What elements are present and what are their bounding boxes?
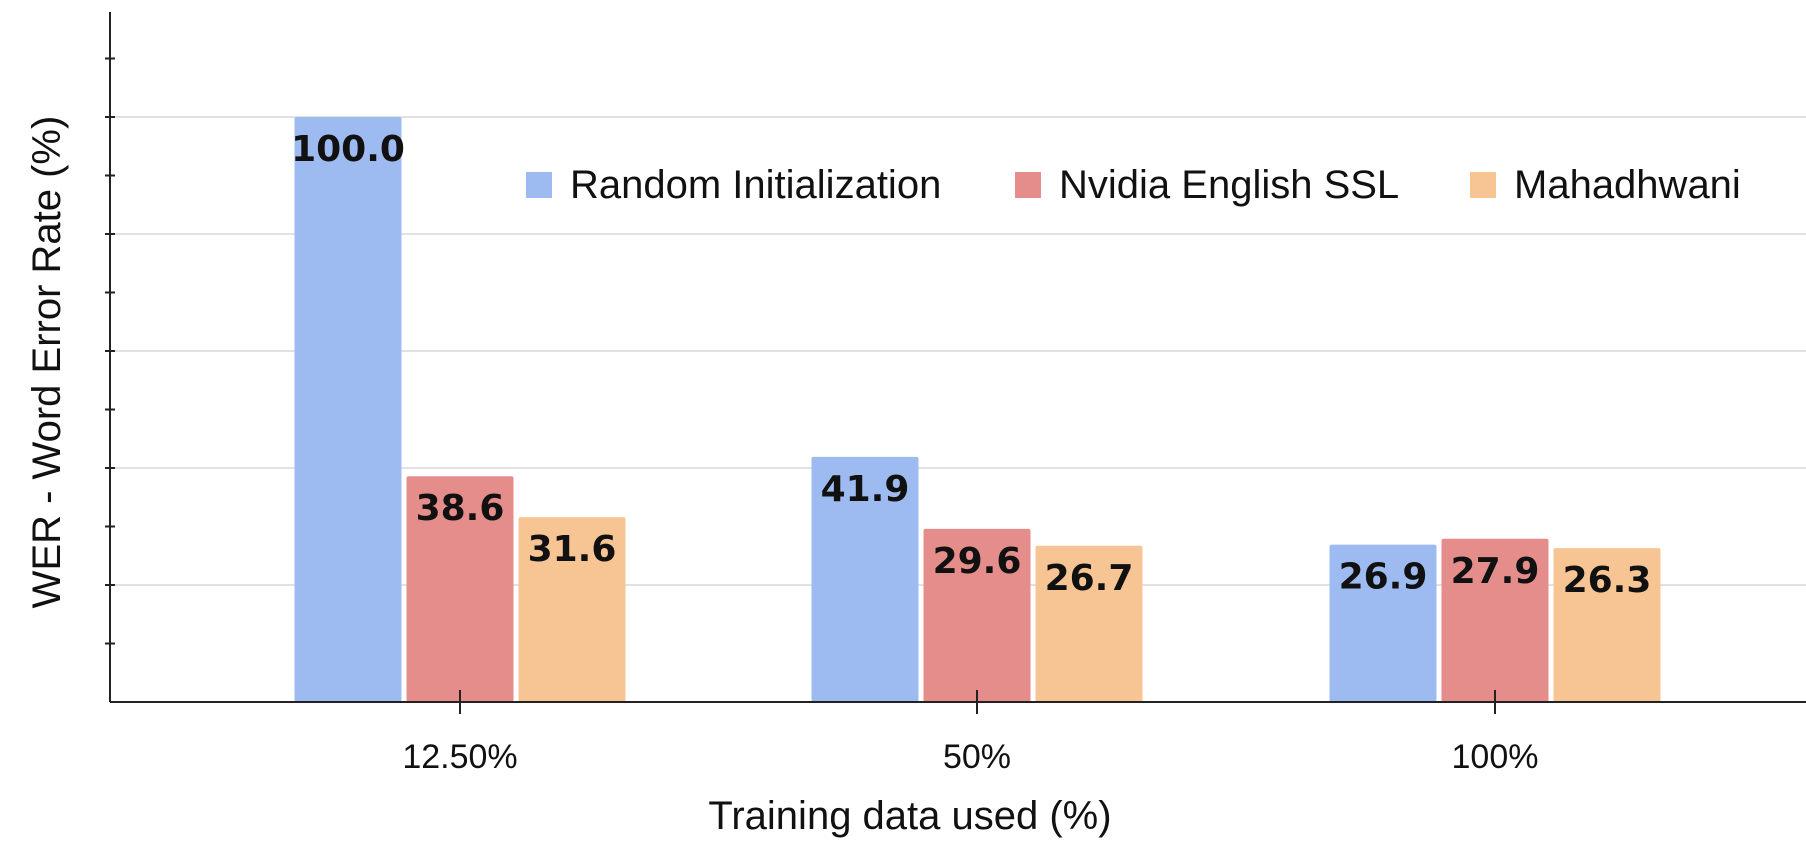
y-axis-title: WER - Word Error Rate (%) (25, 116, 69, 609)
x-tick-label: 12.50% (402, 738, 517, 776)
bar (1441, 538, 1549, 702)
data-label: 29.6 (933, 541, 1022, 582)
axes (109, 12, 1806, 703)
bar (1035, 545, 1143, 702)
legend-swatch (1470, 172, 1496, 198)
data-labels: 100.0 38.6 31.6 41.9 29.6 26.7 26.9 27.9 26.3 (291, 129, 1651, 601)
legend-label: Nvidia English SSL (1059, 163, 1399, 207)
data-label: 26.9 (1339, 557, 1428, 598)
data-label: 27.9 (1451, 551, 1540, 592)
legend: Random Initialization Nvidia English SSL M… (526, 163, 1741, 207)
x-tick-label: 50% (943, 738, 1011, 776)
x-axis-title: Training data used (%) (708, 794, 1111, 838)
bar (294, 117, 402, 702)
legend-label: Mahadhwani (1514, 163, 1741, 207)
data-label: 41.9 (821, 469, 910, 510)
data-label: 26.7 (1045, 558, 1134, 599)
bar (1329, 544, 1437, 702)
bar (811, 456, 919, 702)
bars (294, 117, 1661, 702)
legend-swatch (526, 172, 552, 198)
legend-swatch (1015, 172, 1041, 198)
x-ticks: 12.50% 50% 100% (402, 690, 1538, 776)
bar (1553, 548, 1661, 702)
bar (923, 528, 1031, 702)
bar (406, 476, 514, 702)
data-label: 31.6 (528, 529, 617, 570)
data-label: 100.0 (291, 129, 405, 170)
data-label: 38.6 (416, 488, 505, 529)
data-label: 26.3 (1563, 560, 1652, 601)
bar (518, 517, 626, 702)
legend-label: Random Initialization (570, 163, 941, 207)
x-tick-label: 100% (1452, 738, 1539, 776)
